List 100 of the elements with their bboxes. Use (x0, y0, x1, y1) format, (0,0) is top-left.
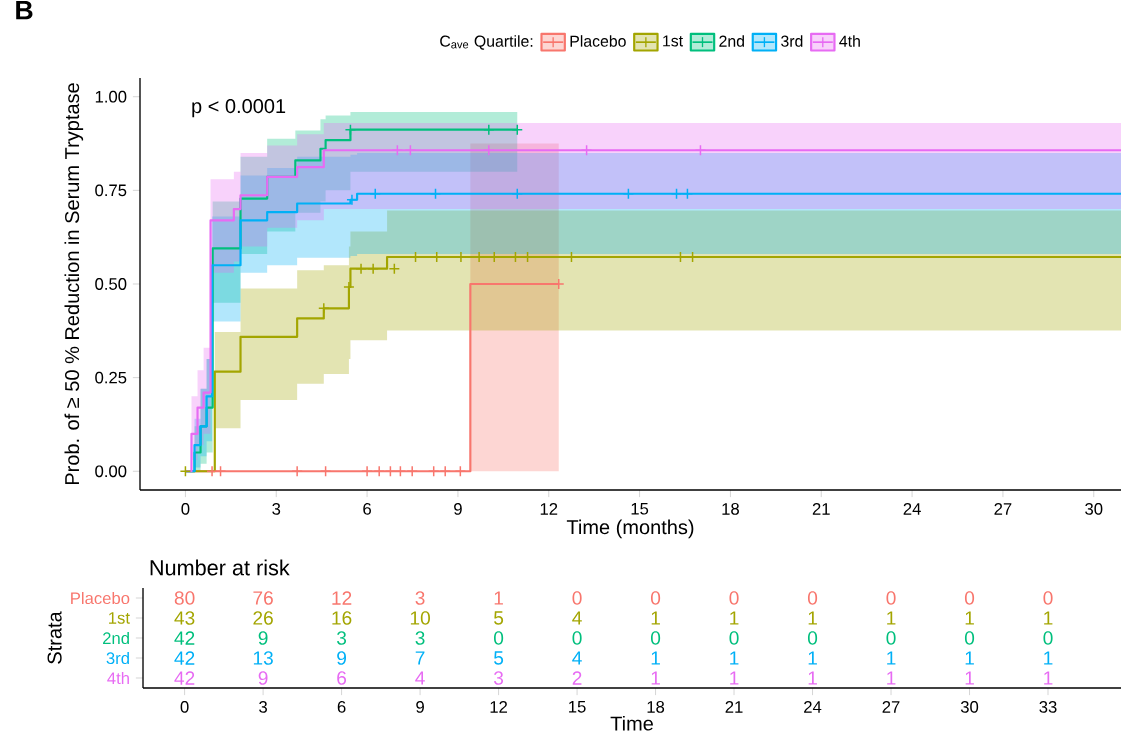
x-tick-label: 6 (363, 503, 371, 515)
x-tick-label: 12 (490, 701, 508, 713)
y-tick-label: 2nd (103, 631, 129, 645)
x-tick-label: 15 (569, 700, 586, 713)
x-tick-label: 6 (337, 701, 346, 713)
chart-title: B (16, 0, 33, 20)
data-label: 2 (572, 671, 582, 685)
x-tick-label: 12 (540, 503, 558, 515)
data-label: 42 (174, 651, 195, 665)
legend-label: 4th (839, 35, 860, 47)
data-label: 0 (964, 631, 975, 645)
data-label: 13 (253, 651, 273, 665)
data-label: 0 (1043, 631, 1053, 645)
x-tick-label: 24 (903, 503, 921, 515)
data-label: 0 (572, 631, 582, 645)
x-tick-label: 9 (416, 701, 424, 713)
data-label: 3 (415, 631, 425, 645)
data-label: 9 (337, 651, 347, 665)
x-tick-label: 18 (647, 701, 665, 713)
data-label: 0 (494, 631, 504, 645)
data-label: 42 (174, 671, 195, 685)
legend-label: Placebo (570, 35, 626, 47)
data-label: 0 (886, 631, 896, 645)
x-tick-label: 9 (454, 503, 462, 515)
x-tick-label: 3 (272, 503, 281, 515)
data-label: 1 (730, 611, 739, 625)
data-label: 1 (887, 611, 896, 625)
data-label: 26 (253, 611, 273, 625)
data-label: 6 (337, 671, 347, 685)
data-label: 1 (887, 671, 896, 685)
data-label: 5 (494, 611, 504, 625)
data-label: 42 (174, 631, 195, 645)
data-label: 0 (807, 591, 818, 605)
data-label: 5 (494, 651, 504, 665)
x-tick-label: 27 (882, 701, 900, 713)
x-tick-label: 18 (722, 503, 739, 515)
data-label: 0 (807, 631, 818, 645)
data-label: 1 (965, 611, 974, 625)
data-label: 43 (174, 611, 195, 625)
data-label: 1 (651, 611, 660, 625)
x-tick-label: 24 (804, 701, 822, 713)
y-axis-title: Prob. of ≥ 50 % Reduction in Serum Tryptase (64, 83, 84, 485)
data-label: 12 (332, 591, 352, 605)
data-label: 4 (415, 671, 425, 685)
data-label: 4 (572, 611, 582, 625)
data-label: 80 (174, 591, 195, 605)
y-tick-label: 0.25 (95, 371, 127, 384)
data-label: 9 (258, 631, 268, 645)
x-tick-label: 21 (812, 503, 830, 515)
x-tick-label: 30 (960, 701, 979, 713)
y-tick-label: 0.75 (95, 184, 127, 197)
data-label: 1 (808, 651, 817, 665)
data-label: 1 (730, 651, 739, 665)
y-axis-title: Strata (47, 611, 62, 664)
data-label: 3 (415, 591, 425, 605)
chart-title: Number at risk (150, 559, 290, 576)
x-tick-label: 0 (180, 701, 189, 713)
data-label: 0 (729, 591, 739, 605)
data-label: 9 (258, 671, 268, 685)
x-tick-label: 15 (631, 502, 649, 515)
y-tick-label: 1.00 (95, 90, 127, 103)
x-tick-label: 27 (994, 503, 1012, 515)
legend-label: 1st (663, 35, 683, 47)
y-tick-label: 0.50 (95, 278, 127, 290)
data-label: 7 (415, 651, 425, 665)
y-tick-label: 4th (107, 671, 129, 685)
data-label: 1 (1044, 651, 1053, 665)
y-tick-label: 1st (109, 612, 130, 624)
data-label: 0 (650, 631, 661, 645)
x-tick-label: 21 (725, 701, 743, 713)
data-label: 1 (887, 651, 896, 665)
data-label: 1 (1044, 671, 1053, 685)
data-label: 76 (253, 591, 273, 605)
data-label: 1 (808, 611, 817, 625)
data-label: 0 (572, 591, 582, 605)
x-tick-label: 0 (181, 503, 190, 515)
data-label: 1 (651, 651, 660, 665)
x-tick-label: 3 (259, 701, 268, 713)
y-tick-label: 3rd (106, 651, 129, 665)
data-label: 3 (336, 631, 347, 645)
y-tick-label: Placebo (71, 591, 130, 605)
data-label: 1 (494, 591, 503, 605)
data-label: 1 (808, 671, 817, 685)
data-label: 16 (332, 611, 352, 625)
annotation: p < 0.0001 (192, 99, 286, 118)
x-axis-title: Time (610, 715, 653, 731)
data-label: 1 (965, 651, 974, 665)
data-label: 10 (410, 611, 430, 625)
data-label: 1 (730, 671, 739, 685)
legend-label: 3rd (781, 35, 803, 47)
legend-title: C$_{ave}$ Quartile: (440, 35, 533, 50)
data-label: 0 (650, 591, 661, 605)
data-label: 4 (572, 651, 582, 665)
legend-label: 2nd (719, 35, 744, 47)
x-axis-title: Time (months) (566, 519, 694, 539)
y-tick-label: 0.00 (95, 465, 127, 478)
data-label: 0 (964, 591, 975, 605)
data-label: 0 (1043, 591, 1053, 605)
data-label: 0 (729, 631, 739, 645)
data-label: 1 (1044, 611, 1053, 625)
